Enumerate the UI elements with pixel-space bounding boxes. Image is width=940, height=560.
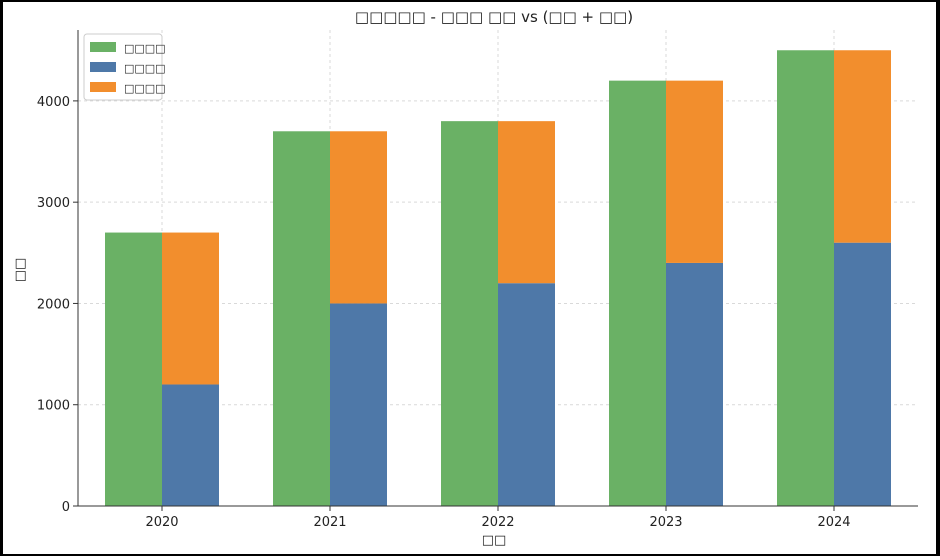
screen-frame-right [936, 0, 940, 556]
bar-orange-2021 [330, 131, 387, 304]
bar-green-2022 [441, 121, 498, 507]
y-tick-label: 0 [62, 500, 70, 515]
y-tick-label: 1000 [37, 399, 70, 414]
chart-title: □□□□□ - □□□ □□ vs (□□ + □□) [355, 8, 633, 26]
bar-blue-2024 [834, 242, 891, 506]
screen-frame-bottom [0, 554, 940, 556]
bar-blue-2020 [162, 384, 219, 506]
legend-swatch [90, 42, 116, 52]
bar-orange-2023 [666, 80, 723, 263]
ticks-layer: 0 1000 2000 3000 4000 2020 2021 2022 2023 2024 [37, 95, 851, 530]
y-tick-label: 4000 [37, 95, 70, 110]
bar-green-2023 [609, 80, 666, 506]
legend-label: □□□□ [124, 62, 166, 75]
x-tick-label: 2023 [649, 515, 682, 530]
bar-green-2020 [105, 232, 162, 506]
legend-swatch [90, 82, 116, 92]
bar-green-2024 [777, 50, 834, 507]
y-tick-label: 3000 [37, 196, 70, 211]
screen-frame-left [0, 0, 3, 556]
bar-blue-2022 [498, 283, 555, 506]
legend-label: □□□□ [124, 82, 166, 95]
legend-label: □□□□ [124, 42, 166, 55]
y-tick-label: 2000 [37, 297, 70, 312]
legend-swatch [90, 62, 116, 72]
bar-blue-2023 [666, 262, 723, 506]
bars-layer [105, 50, 891, 507]
bar-blue-2021 [330, 303, 387, 506]
screen-frame-top [0, 0, 940, 2]
x-axis-label: □□ [482, 533, 507, 548]
legend-items: □□□□ □□□□ □□□□ [90, 42, 166, 95]
x-tick-label: 2024 [817, 515, 850, 530]
bar-orange-2024 [834, 50, 891, 243]
x-tick-label: 2021 [313, 515, 346, 530]
bar-orange-2020 [162, 232, 219, 385]
y-axis-label: □□ [13, 258, 28, 283]
x-tick-label: 2020 [145, 515, 178, 530]
x-tick-label: 2022 [481, 515, 514, 530]
bar-green-2021 [273, 131, 330, 506]
legend: □□□□ □□□□ □□□□ [83, 33, 166, 101]
bar-orange-2022 [498, 121, 555, 284]
